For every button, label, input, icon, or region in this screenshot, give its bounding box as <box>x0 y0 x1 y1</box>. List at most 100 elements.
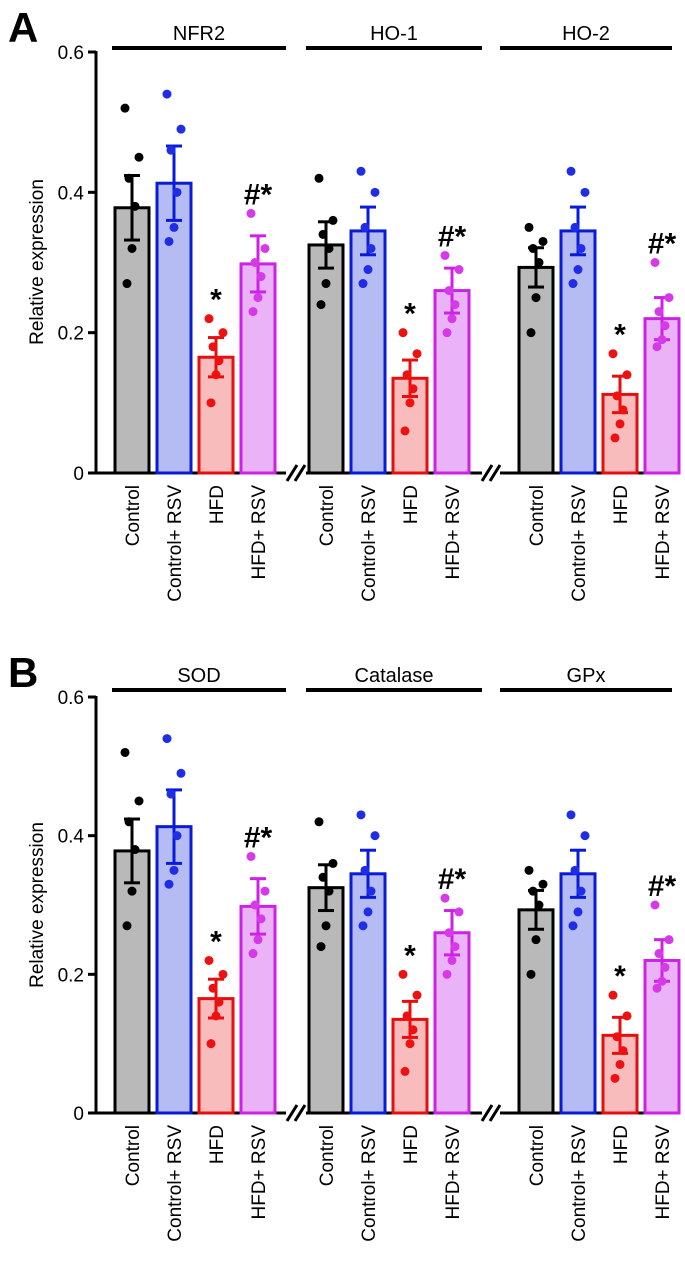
y-tick-label: 0 <box>73 1104 84 1125</box>
category-label: HFD <box>611 1125 632 1164</box>
y-axis-label: Relative expression <box>27 179 48 345</box>
data-point <box>528 243 538 253</box>
category-label: Control+ RSV <box>165 485 186 602</box>
data-point <box>358 921 368 931</box>
data-point <box>370 831 380 841</box>
data-point <box>316 300 326 310</box>
category-label: Control <box>123 485 144 546</box>
data-point <box>356 166 366 176</box>
category-label: HFD+ RSV <box>443 485 464 580</box>
data-point <box>246 208 256 218</box>
data-point <box>398 969 408 979</box>
data-point <box>444 286 454 296</box>
data-point <box>412 349 422 359</box>
data-point <box>208 983 218 993</box>
data-point <box>400 426 410 436</box>
data-point <box>250 258 260 267</box>
significance-mark: * <box>404 939 416 972</box>
data-point <box>316 942 326 952</box>
data-point <box>314 173 324 183</box>
data-point <box>610 433 620 443</box>
data-point <box>657 335 667 345</box>
data-point <box>576 243 586 253</box>
data-point <box>130 201 140 211</box>
data-point <box>253 935 263 945</box>
data-point <box>405 398 415 408</box>
significance-mark: #* <box>438 863 467 896</box>
data-point <box>172 831 182 841</box>
y-tick-label: 0.6 <box>58 43 84 64</box>
y-tick-label: 0.2 <box>58 324 84 345</box>
data-point <box>654 949 664 959</box>
data-point <box>256 914 266 924</box>
significance-mark: #* <box>244 821 273 854</box>
data-point <box>176 768 186 778</box>
data-point <box>618 1046 628 1056</box>
category-label: HFD <box>207 1125 228 1164</box>
data-point <box>568 279 578 289</box>
category-label: HFD+ RSV <box>249 1125 270 1220</box>
data-point <box>450 942 460 952</box>
data-point <box>615 419 625 429</box>
bar-group-ho-2: HO-2 Control Control+ RSV * HFD #* HFD+ RSV <box>500 23 681 602</box>
data-point <box>664 293 674 303</box>
data-point <box>120 747 130 757</box>
y-tick-label: 0.2 <box>58 965 84 986</box>
category-label: Control <box>527 1125 548 1186</box>
data-point <box>248 307 258 317</box>
data-point <box>363 265 373 275</box>
data-point <box>130 845 140 855</box>
data-point <box>538 236 548 246</box>
group-label: SOD <box>177 665 220 687</box>
data-point <box>324 243 334 253</box>
data-point <box>206 398 216 408</box>
data-point <box>214 356 224 366</box>
group-label: Catalase <box>355 665 434 687</box>
chart-panel-a: A 0 0.2 0.4 0.6 Relative expression NFR2 Contro… <box>8 4 681 602</box>
data-point <box>166 789 176 799</box>
data-point <box>218 328 228 338</box>
significance-mark: * <box>404 298 416 331</box>
data-point <box>622 370 632 380</box>
data-point <box>534 258 544 267</box>
data-point <box>211 1011 221 1021</box>
data-point <box>400 1066 410 1076</box>
data-point <box>531 935 541 945</box>
y-tick-label: 0.4 <box>58 827 85 848</box>
data-point <box>650 258 660 267</box>
category-label: Control <box>123 1125 144 1186</box>
category-label: HFD+ RSV <box>443 1125 464 1220</box>
y-tick-label: 0 <box>73 464 84 485</box>
data-point <box>612 391 622 401</box>
bar <box>349 229 387 475</box>
significance-mark: * <box>614 319 626 352</box>
bar-group-gpx: GPx Control Control+ RSV * HFD #* HFD+ RSV <box>500 665 681 1242</box>
data-point <box>172 187 182 197</box>
data-point <box>398 328 408 338</box>
data-point <box>524 865 534 875</box>
category-label: Control <box>317 485 338 546</box>
data-point <box>360 222 370 232</box>
category-label: Control <box>527 485 548 546</box>
category-label: HFD <box>611 485 632 524</box>
bar <box>643 317 681 475</box>
bar <box>391 376 429 475</box>
bar-group-ho-1: HO-1 Control Control+ RSV * HFD #* HFD+ RSV <box>306 23 482 602</box>
significance-mark: #* <box>648 870 677 903</box>
category-label: Control+ RSV <box>569 485 590 602</box>
axis-break-mark <box>488 1104 502 1122</box>
data-point <box>447 314 457 324</box>
data-point <box>615 1059 625 1069</box>
data-point <box>440 893 450 903</box>
data-point <box>442 969 452 979</box>
data-point <box>660 321 670 331</box>
data-point <box>214 997 224 1007</box>
significance-mark: #* <box>438 220 467 253</box>
data-point <box>127 243 137 253</box>
data-point <box>321 921 331 931</box>
panel-label: A <box>8 4 38 51</box>
data-point <box>204 955 214 965</box>
axis-break-mark <box>293 1104 307 1122</box>
data-point <box>524 222 534 232</box>
data-point <box>360 865 370 875</box>
